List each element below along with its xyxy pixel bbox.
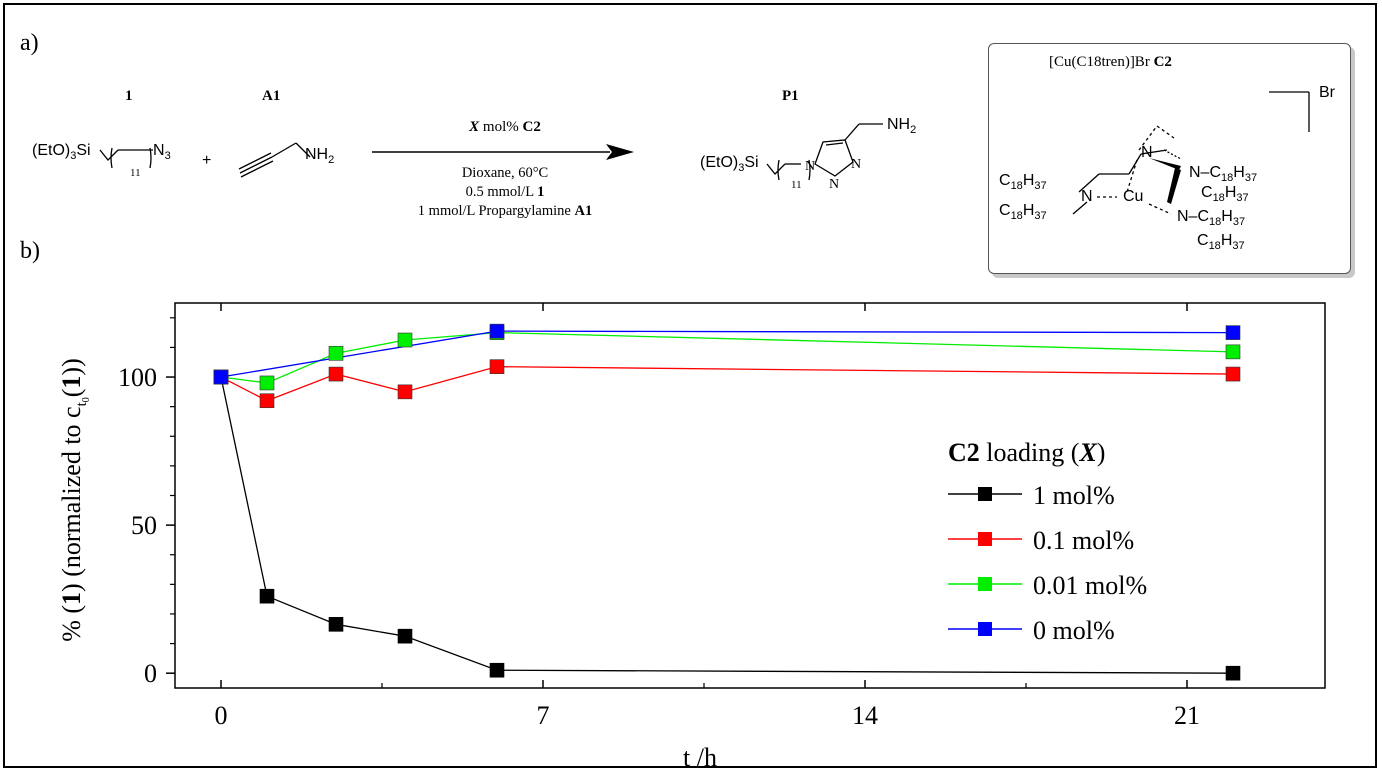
data-point (1225, 325, 1241, 340)
alkyl-group-1: N–C18H37 (1189, 164, 1258, 185)
x-tick-label: 0 (215, 701, 228, 730)
svg-text:N: N (829, 177, 839, 192)
figure-frame (3, 3, 1377, 768)
reaction-conditions: Dioxane, 60°C 0.5 mmol/L 1 1 mmol/L Prop… (417, 165, 593, 219)
alkyl-group-3: C18H37 (999, 172, 1047, 193)
alkyl-group-4: C18H37 (999, 202, 1047, 223)
compound-1-label: 1 (125, 88, 133, 104)
legend-swatch-marker (978, 487, 992, 501)
alkyl-group-5: N–C18H37 (1177, 208, 1246, 229)
reaction-arrow (372, 144, 634, 160)
panel-a-label: a) (20, 30, 39, 56)
amine-n-central: N (1141, 144, 1153, 161)
propargylamine-structure (238, 142, 311, 178)
legend-entry: 0.1 mol% (1033, 526, 1134, 555)
legend: C2 loading (X) 1 mol% 0.1 mol% 0.01 mol% 0 … (948, 438, 1147, 645)
plot-area (174, 302, 1326, 689)
data-point (1225, 366, 1241, 382)
compound-a1-label: A1 (262, 88, 281, 104)
alkyl-chain-11: 11 (99, 147, 153, 179)
reactant-1-structure: (EtO)3Si (32, 142, 91, 163)
data-point (489, 662, 505, 678)
data-point (328, 346, 344, 361)
legend-title: C2 loading (X) (948, 438, 1105, 467)
catalyst-title: [Cu(C18tren)]Br C2 (1049, 54, 1172, 70)
x-tick-label: 21 (1174, 701, 1200, 730)
amine-group: NH2 (305, 146, 335, 167)
svg-text:N: N (851, 157, 861, 172)
amine-n-left: N (1081, 188, 1093, 205)
panel-b-label: b) (20, 238, 40, 264)
plus-sign: + (202, 152, 212, 169)
product-structure: (EtO)3Si (700, 154, 759, 175)
legend-entry: 0.01 mol% (1033, 571, 1147, 600)
legend-entry: 1 mol% (1033, 481, 1115, 510)
data-point (328, 366, 344, 382)
catalyst-structure (1072, 91, 1310, 215)
svg-text:11: 11 (791, 179, 802, 191)
legend-entry: 0 mol% (1033, 616, 1115, 645)
data-point (489, 359, 505, 374)
series-line (220, 331, 1234, 384)
series-line (220, 376, 1234, 674)
copper-center: Cu (1123, 188, 1144, 205)
catalyst-structure-box: [Cu(C18tren)]Br C2 Br N N–C18H37 C18H37 … (988, 43, 1351, 274)
data-point (213, 369, 229, 385)
product-amine: NH2 (887, 116, 917, 137)
data-point (397, 384, 413, 400)
y-tick-label: 50 (131, 511, 157, 540)
alkyl-group-6: C18H37 (1197, 232, 1245, 253)
alkyl-group-2: C18H37 (1201, 184, 1249, 205)
data-point (259, 393, 275, 409)
compound-p1-label: P1 (782, 88, 799, 104)
data-point (259, 588, 275, 604)
triazole-ring: 11 N N N (766, 123, 883, 192)
data-point (1225, 665, 1241, 681)
y-tick-label: 0 (144, 659, 157, 688)
x-tick-label: 14 (852, 701, 878, 730)
y-axis-title: % (1) (normalized to ct0(1)) (57, 358, 92, 642)
legend-swatch-marker (978, 622, 992, 636)
azide-group: N3 (153, 142, 171, 163)
data-point (397, 628, 413, 644)
legend-swatch-marker (978, 577, 992, 591)
data-point (397, 332, 413, 348)
data-point (259, 375, 275, 391)
counterion-label: Br (1319, 84, 1335, 101)
svg-text:N: N (805, 159, 815, 174)
y-tick-label: 100 (118, 363, 157, 392)
x-tick-label: 7 (537, 701, 550, 730)
svg-text:11: 11 (130, 167, 141, 179)
legend-swatch-marker (978, 532, 992, 546)
data-point (489, 323, 505, 339)
x-axis-title: t /h (683, 743, 717, 772)
catalyst-loading-label: X mol% C2 (469, 119, 541, 135)
data-point (1225, 344, 1241, 360)
series-line (220, 366, 1234, 402)
data-point (328, 617, 344, 632)
